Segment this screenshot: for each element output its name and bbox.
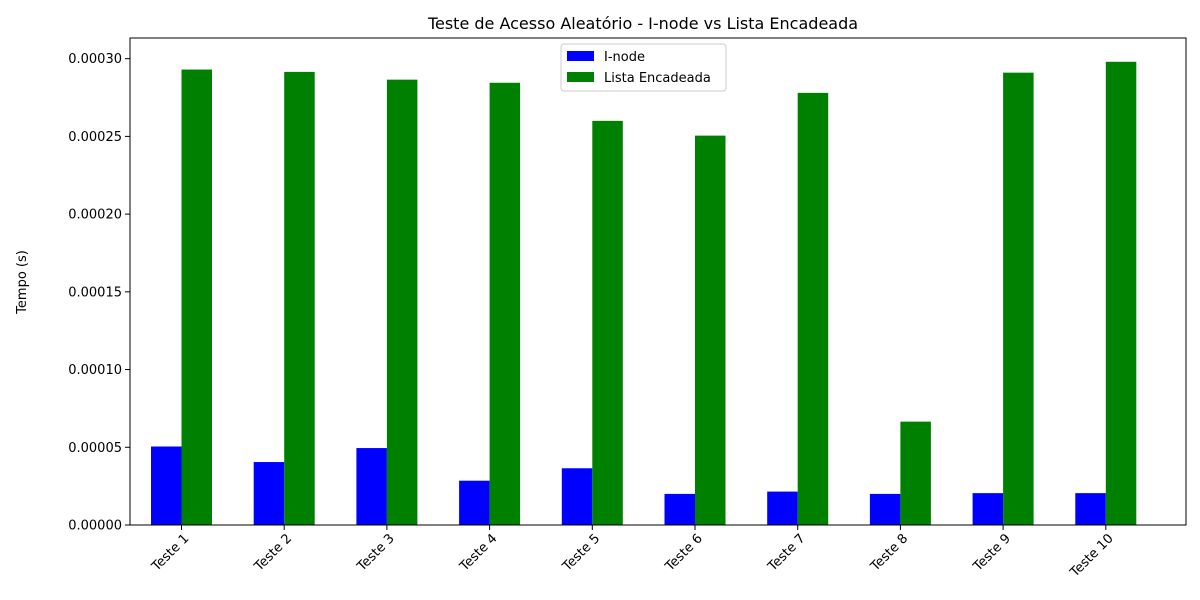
- bar-inode-10: [1075, 493, 1106, 525]
- x-tick-label: Teste 3: [354, 531, 398, 575]
- x-tick-label: Teste 4: [457, 531, 501, 575]
- bar-inode-3: [356, 448, 387, 525]
- y-tick-label: 0.00015: [68, 285, 122, 300]
- legend-swatch-lista: [567, 72, 594, 82]
- bar-lista-8: [900, 421, 931, 525]
- y-axis-label: Tempo (s): [15, 250, 30, 315]
- x-tick-label: Teste 5: [559, 531, 603, 575]
- bar-inode-1: [151, 446, 182, 525]
- bar-lista-4: [489, 82, 521, 526]
- x-tick-label: Teste 10: [1067, 531, 1117, 581]
- x-tick-label: Teste 7: [765, 531, 809, 575]
- bar-inode-4: [459, 480, 490, 525]
- bar-inode-5: [561, 468, 593, 525]
- x-tick-label: Teste 2: [251, 531, 295, 575]
- bar-lista-2: [284, 71, 315, 525]
- bar-lista-1: [181, 69, 212, 526]
- bar-inode-7: [767, 491, 798, 525]
- bar-inode-8: [869, 493, 901, 525]
- bar-inode-2: [253, 462, 285, 525]
- bar-lista-3: [386, 79, 418, 525]
- bar-lista-7: [797, 92, 829, 526]
- bar-inode-9: [972, 493, 1004, 525]
- legend-swatch-inode: [567, 51, 594, 61]
- legend: I-node Lista Encadeada: [560, 43, 727, 92]
- bar-lista-5: [592, 120, 623, 525]
- bar-lista-6: [695, 135, 726, 525]
- y-tick-label: 0.00005: [68, 441, 122, 456]
- y-tick-label: 0.00025: [68, 130, 122, 145]
- axes-frame: [129, 37, 1187, 526]
- legend-label-lista: Lista Encadeada: [604, 71, 711, 86]
- chart-title: Teste de Acesso Aleatório - I-node vs Li…: [427, 14, 858, 33]
- plot-area: Teste 1 Teste 2 Teste 3 Teste 4 Teste 5 Teste…: [68, 37, 1187, 581]
- y-tick-label: 0.00030: [68, 52, 122, 67]
- y-tick-label: 0.00010: [68, 363, 122, 378]
- y-tick-label: 0.00000: [68, 519, 122, 534]
- x-tick-label: Teste 6: [662, 531, 706, 575]
- x-tick-label: Teste 9: [970, 531, 1014, 575]
- legend-box: [560, 43, 727, 92]
- x-tick-label: Teste 8: [867, 531, 911, 575]
- y-tick-label: 0.00020: [68, 208, 122, 223]
- x-tick-label: Teste 1: [148, 531, 192, 575]
- bar-lista-10: [1105, 61, 1137, 525]
- bar-lista-9: [1003, 72, 1034, 525]
- bar-inode-6: [664, 493, 695, 525]
- legend-label-inode: I-node: [604, 50, 645, 65]
